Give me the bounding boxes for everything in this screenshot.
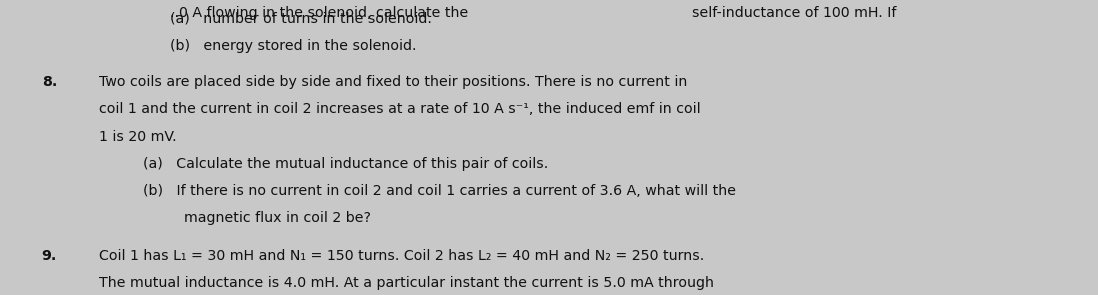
Text: 9.: 9. bbox=[42, 249, 57, 263]
Text: 8.: 8. bbox=[42, 75, 57, 89]
Text: ..0 A flowing in the solenoid, calculate the: ..0 A flowing in the solenoid, calculate… bbox=[170, 6, 469, 20]
Text: Two coils are placed side by side and fixed to their positions. There is no curr: Two coils are placed side by side and fi… bbox=[99, 75, 687, 89]
Text: (b)   If there is no current in coil 2 and coil 1 carries a current of 3.6 A, wh: (b) If there is no current in coil 2 and… bbox=[143, 184, 736, 198]
Text: magnetic flux in coil 2 be?: magnetic flux in coil 2 be? bbox=[184, 211, 371, 225]
Text: (b)   energy stored in the solenoid.: (b) energy stored in the solenoid. bbox=[170, 39, 416, 53]
Text: 1 is 20 mV.: 1 is 20 mV. bbox=[99, 130, 177, 143]
Text: coil 1 and the current in coil 2 increases at a rate of 10 A s⁻¹, the induced em: coil 1 and the current in coil 2 increas… bbox=[99, 102, 701, 116]
Text: self-inductance of 100 mH. If: self-inductance of 100 mH. If bbox=[692, 6, 896, 20]
Text: Coil 1 has L₁ = 30 mH and N₁ = 150 turns. Coil 2 has L₂ = 40 mH and N₂ = 250 tur: Coil 1 has L₁ = 30 mH and N₁ = 150 turns… bbox=[99, 249, 704, 263]
Text: The mutual inductance is 4.0 mH. At a particular instant the current is 5.0 mA t: The mutual inductance is 4.0 mH. At a pa… bbox=[99, 276, 714, 290]
Text: (a)   number of turns in the solenoid.: (a) number of turns in the solenoid. bbox=[170, 12, 433, 26]
Text: (a)   Calculate the mutual inductance of this pair of coils.: (a) Calculate the mutual inductance of t… bbox=[143, 157, 548, 171]
